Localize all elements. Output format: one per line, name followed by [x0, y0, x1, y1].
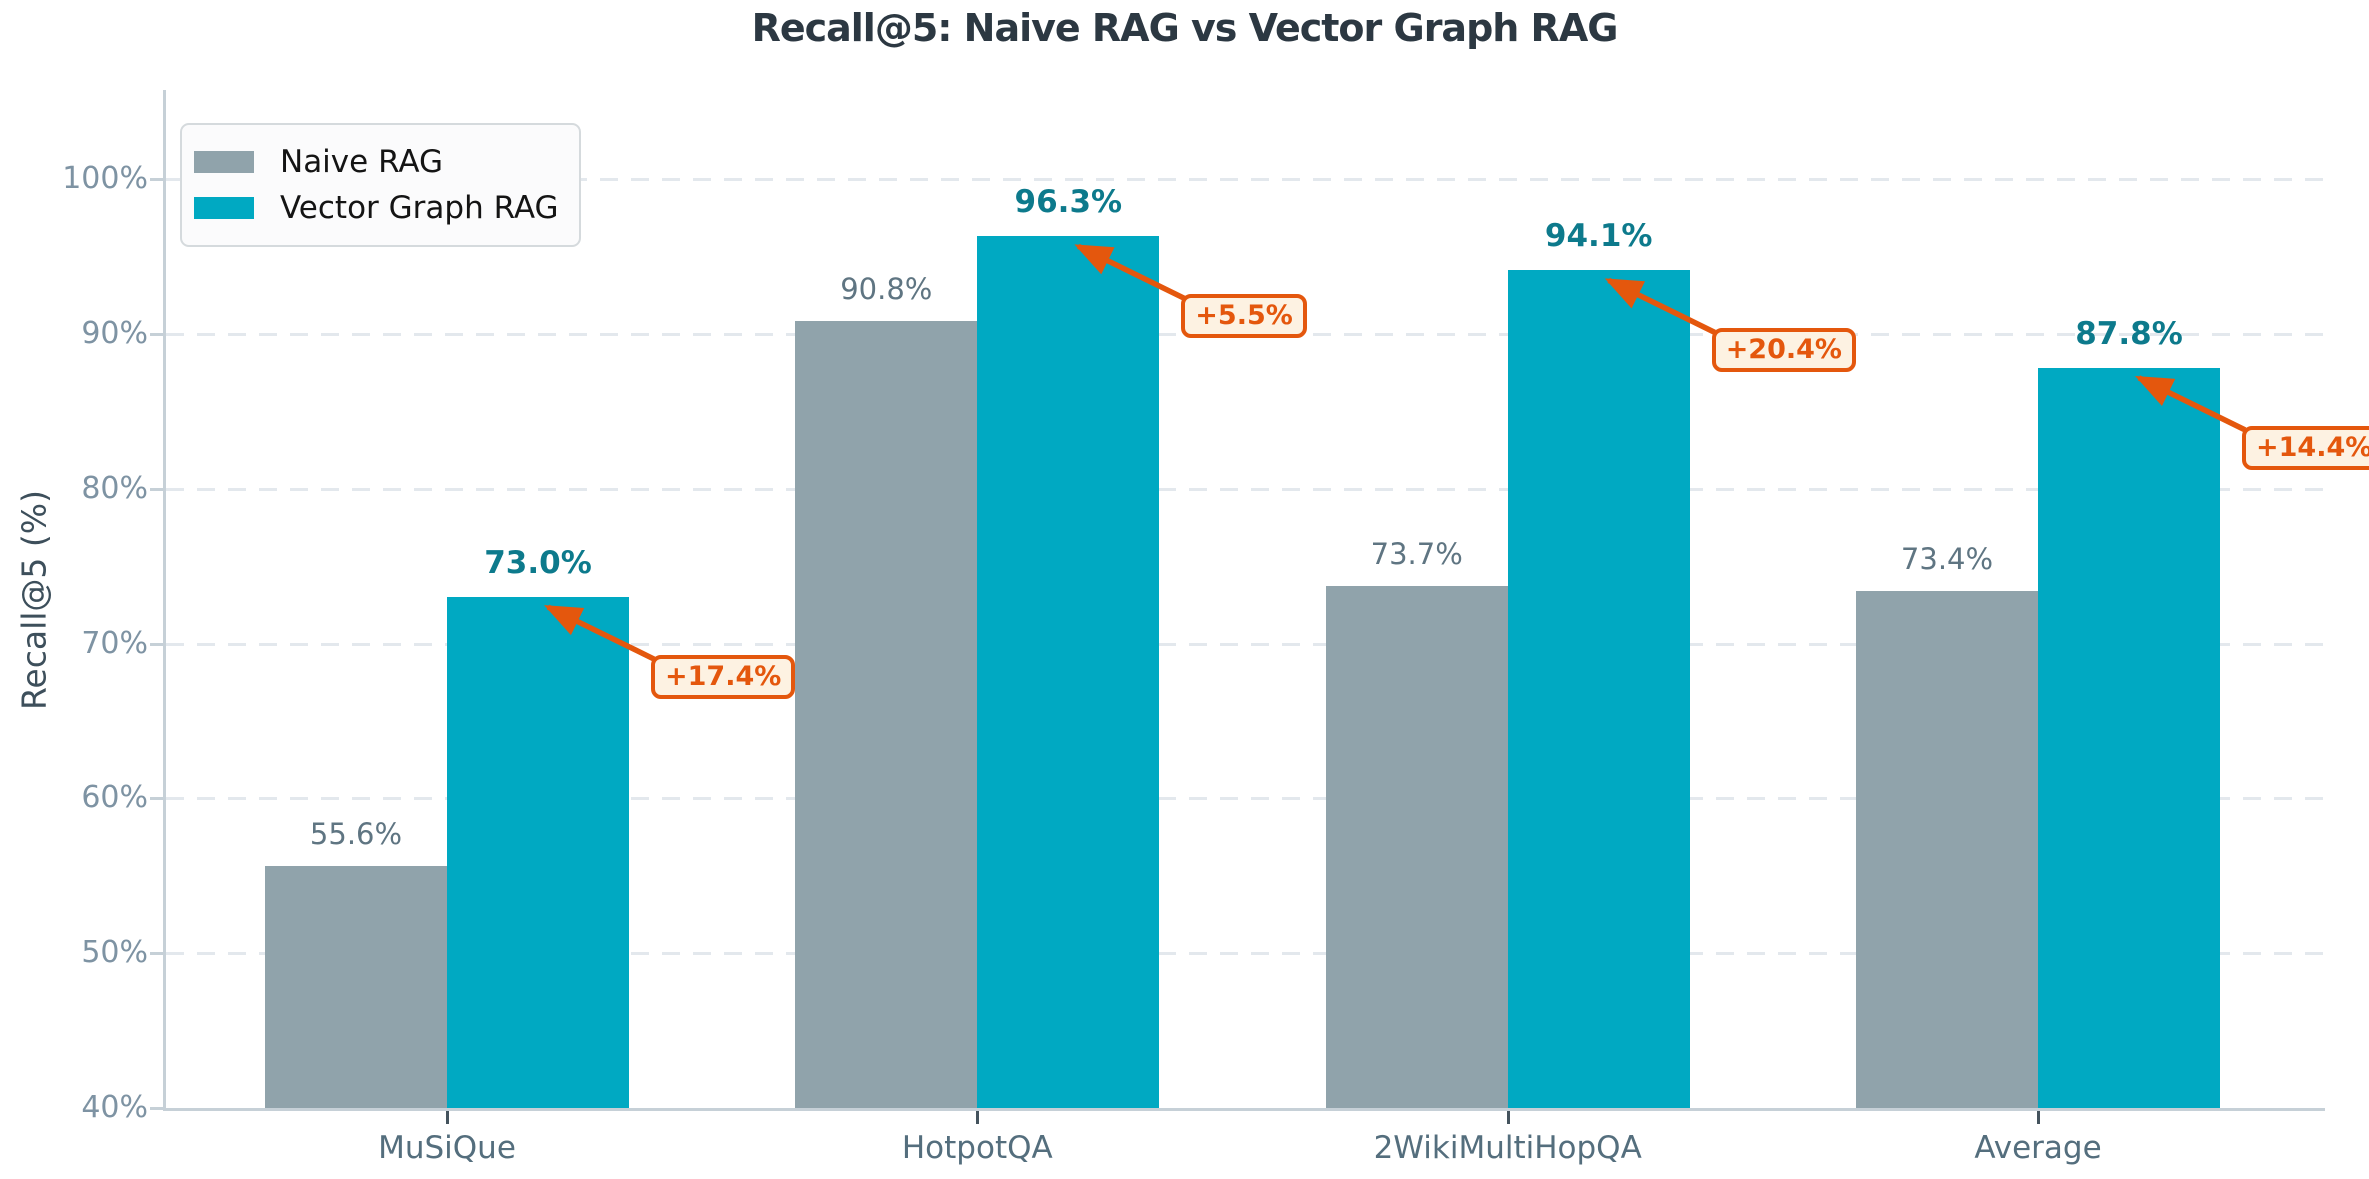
bar-graph-musique — [447, 597, 629, 1108]
x-tick-label-musique: MuSiQue — [378, 1130, 516, 1166]
improvement-annotation-2wikimultihopqa: +20.4% — [1711, 328, 1856, 373]
bar-graph-hotpotqa — [977, 236, 1160, 1108]
gridline-50 — [166, 952, 2325, 956]
value-label-graph-musique: 73.0% — [484, 545, 592, 582]
bar-graph-2wikimultihopqa — [1507, 270, 1690, 1108]
legend-swatch-naive-rag — [194, 151, 254, 173]
x-tick-label-hotpotqa: HotpotQA — [901, 1130, 1053, 1166]
y-tick-label-40: 40% — [81, 1090, 148, 1125]
value-label-graph-2wikimultihopqa: 94.1% — [1544, 218, 1653, 255]
improvement-annotation-musique: +17.4% — [651, 655, 796, 700]
value-label-naive-2wikimultihopqa: 73.7% — [1370, 537, 1463, 572]
y-tick-mark-100 — [150, 178, 163, 181]
x-axis-spine — [163, 1108, 2325, 1111]
improvement-annotation-average: +14.4% — [2242, 425, 2369, 470]
y-tick-label-70: 70% — [81, 625, 148, 661]
bar-naive-average — [1856, 590, 2038, 1108]
legend-label-naive-rag: Naive RAG — [280, 144, 444, 180]
y-tick-mark-60 — [150, 797, 163, 801]
x-tick-mark-musique — [446, 1111, 449, 1124]
x-tick-mark-average — [2037, 1111, 2040, 1124]
bar-naive-musique — [265, 866, 447, 1108]
y-tick-label-60: 60% — [81, 780, 148, 816]
gridline-100 — [166, 178, 2325, 181]
y-tick-mark-40 — [150, 1107, 163, 1110]
y-tick-label-50: 50% — [81, 935, 148, 971]
gridline-70 — [166, 642, 2325, 646]
x-tick-label-2wikimultihopqa: 2WikiMultiHopQA — [1373, 1130, 1642, 1166]
x-tick-label-average: Average — [1974, 1130, 2102, 1166]
value-label-naive-hotpotqa: 90.8% — [840, 272, 933, 307]
y-tick-mark-50 — [150, 952, 163, 956]
y-tick-mark-80 — [150, 487, 163, 491]
legend-item-vector-graph-rag: Vector Graph RAG — [194, 185, 559, 231]
y-tick-label-80: 80% — [81, 470, 148, 506]
y-tick-label-90: 90% — [81, 315, 148, 351]
y-tick-mark-70 — [150, 642, 163, 646]
chart-title: Recall@5: Naive RAG vs Vector Graph RAG — [751, 6, 1619, 50]
y-axis-label: Recall@5 (%) — [14, 489, 54, 711]
legend-swatch-vector-graph-rag — [194, 197, 254, 219]
bar-naive-hotpotqa — [795, 321, 978, 1108]
value-label-graph-hotpotqa: 96.3% — [1014, 184, 1123, 221]
x-tick-mark-hotpotqa — [976, 1111, 980, 1124]
legend-label-vector-graph-rag: Vector Graph RAG — [280, 190, 559, 226]
gridline-60 — [166, 797, 2325, 801]
improvement-annotation-hotpotqa: +5.5% — [1181, 294, 1307, 339]
value-label-graph-average: 87.8% — [2075, 315, 2183, 352]
y-tick-mark-90 — [150, 332, 163, 336]
bar-graph-average — [2038, 367, 2220, 1108]
value-label-naive-average: 73.4% — [1900, 541, 1994, 576]
value-label-naive-musique: 55.6% — [309, 817, 403, 852]
y-tick-label-100: 100% — [62, 161, 148, 196]
bar-naive-2wikimultihopqa — [1325, 586, 1508, 1108]
y-axis-spine — [163, 90, 166, 1111]
legend: Naive RAG Vector Graph RAG — [180, 123, 581, 247]
x-tick-mark-2wikimultihopqa — [1506, 1111, 1510, 1124]
gridline-80 — [166, 487, 2325, 491]
legend-item-naive-rag: Naive RAG — [194, 139, 559, 185]
